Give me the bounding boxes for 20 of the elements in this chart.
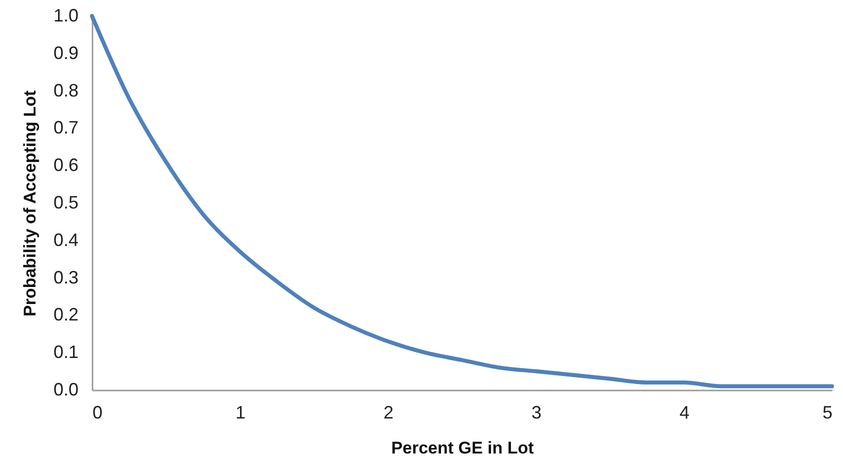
x-tick-label: 5 (822, 402, 832, 422)
y-tick-label: 0.5 (53, 192, 78, 212)
y-tick-label: 1.0 (53, 6, 78, 26)
x-tick-label: 2 (383, 402, 394, 422)
y-tick-label: 0.4 (53, 230, 78, 250)
y-tick-label: 0.1 (53, 342, 78, 362)
y-tick-label: 0.3 (53, 267, 78, 288)
y-axis-title: Probability of Accepting Lot (20, 90, 40, 317)
x-tick-label: 3 (531, 402, 542, 422)
y-tick-label: 0.6 (53, 155, 78, 176)
x-tick-label: 0 (92, 402, 103, 422)
x-tick-label: 1 (235, 402, 246, 422)
y-tick-label: 0.9 (53, 42, 78, 63)
y-tick-label: 0.8 (53, 80, 78, 100)
line-series (90, 14, 834, 388)
x-axis-title: Percent GE in Lot (391, 438, 534, 458)
y-tick-label: 0.0 (53, 380, 78, 400)
y-tick-label: 0.2 (53, 304, 78, 325)
x-tick-label: 4 (679, 402, 690, 422)
y-tick-label: 0.7 (53, 118, 78, 138)
